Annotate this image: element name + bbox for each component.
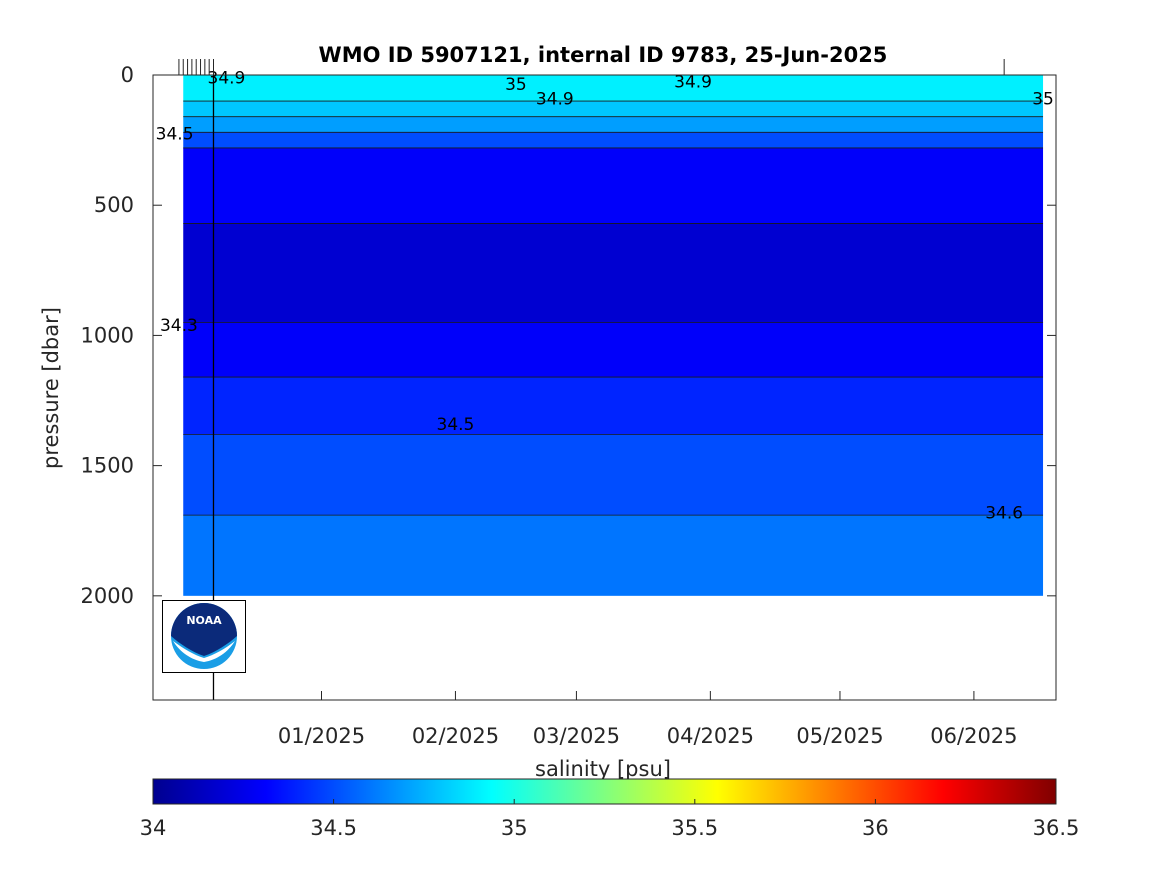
svg-text:NOAA: NOAA [186,614,222,627]
contour-label-6: 34.3 [160,316,198,336]
y-tick-label-3: 1500 [81,454,134,478]
salinity-band-6 [183,322,1044,378]
y-tick-label-0: 0 [121,63,134,87]
salinity-band-3 [183,132,1044,148]
y-tick-label-1: 500 [94,193,134,217]
salinity-band-9 [183,515,1044,596]
contour-label-7: 34.5 [437,415,475,435]
y-axis-label: pressure [dbar] [39,307,63,469]
contour-label-4: 35 [1032,89,1054,109]
x-axis: 01/2025 02/2025 03/2025 04/2025 05/2025 06/20… [278,691,1018,748]
chart-title: WMO ID 5907121, internal ID 9783, 25-Jun… [319,43,888,67]
contour-label-1: 35 [505,75,527,95]
contour-label-3: 34.9 [674,73,712,93]
contour-label-2: 34.9 [536,89,574,109]
salinity-band-8 [183,434,1044,516]
contour-lines [183,100,1044,516]
colorbar-tick-label-3: 35.5 [671,816,718,840]
x-tick-label-5: 06/2025 [930,724,1017,748]
plot-area: 34.9 35 34.9 34.9 35 34.5 34.3 34.5 34.6 [156,59,1054,700]
salinity-bands [183,75,1044,596]
salinity-band-5 [183,223,1044,323]
colorbar-tick-label-1: 34.5 [310,816,357,840]
colorbar-label: salinity [psu] [535,757,671,781]
salinity-band-1 [183,101,1044,117]
contour-label-5: 34.5 [156,125,194,145]
x-tick-label-3: 04/2025 [667,724,754,748]
colorbar-gradient [152,778,1057,805]
colorbar-ticks: 34 34.5 35 35.5 36 36.5 [140,799,1080,840]
noaa-logo: NOAA [162,600,246,673]
x-tick-label-4: 05/2025 [796,724,883,748]
axes-box [152,74,1057,701]
colorbar-tick-label-4: 36 [862,816,889,840]
y-tick-label-2: 1000 [81,323,134,347]
profile-ticks [178,59,1005,75]
contour-label-0: 34.9 [208,69,246,89]
x-tick-label-1: 02/2025 [412,724,499,748]
salinity-band-4 [183,147,1044,224]
salinity-band-0 [183,75,1044,102]
x-tick-label-0: 01/2025 [278,724,365,748]
salinity-band-2 [183,116,1044,133]
contour-labels: 34.9 35 34.9 34.9 35 34.5 34.3 34.5 34.6 [156,69,1054,524]
y-axis: 0 500 1000 1500 2000 [81,63,1056,608]
colorbar-tick-label-5: 36.5 [1033,816,1080,840]
salinity-band-7 [183,377,1044,435]
contour-label-8: 34.6 [985,504,1023,524]
x-tick-label-2: 03/2025 [533,724,620,748]
colorbar-tick-label-0: 34 [140,816,167,840]
y-tick-label-4: 2000 [81,584,134,608]
colorbar-tick-label-2: 35 [501,816,528,840]
colorbar: 34 34.5 35 35.5 36 36.5 [140,778,1080,840]
